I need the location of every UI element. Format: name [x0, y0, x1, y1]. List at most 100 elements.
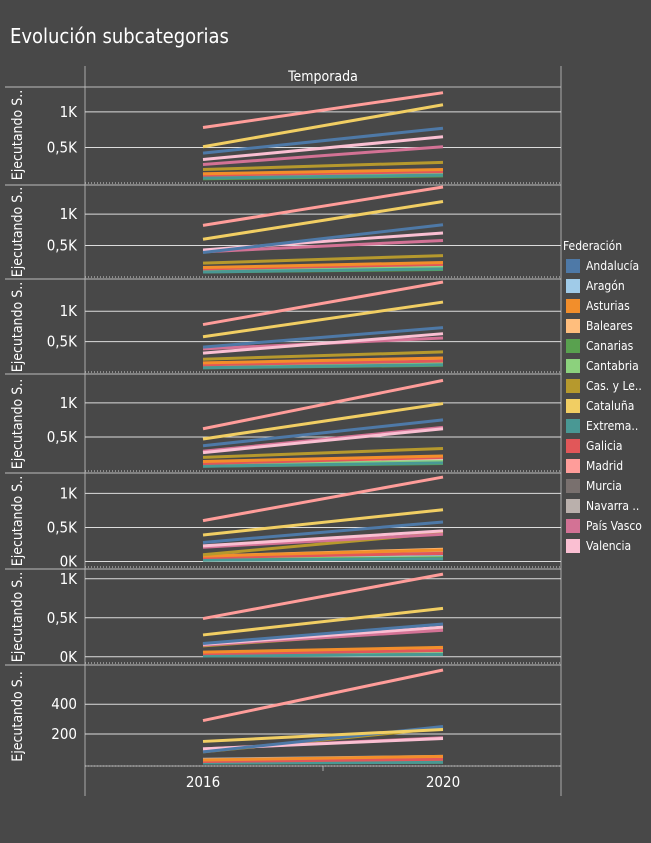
legend-label: Cantabria — [586, 359, 639, 373]
series-line — [202, 548, 444, 558]
legend-item[interactable]: Andalucía — [563, 256, 651, 276]
row-label: Ejecutando S.. — [10, 187, 26, 277]
series-line — [202, 572, 444, 621]
legend-item[interactable]: Canarias — [563, 336, 651, 356]
series-line — [202, 261, 444, 270]
series-line — [202, 185, 444, 227]
panel: 0,5K 1K Ejecutando S.. — [5, 378, 561, 474]
series-line — [202, 454, 444, 463]
panel: 0K 0,5K 1K Ejecutando S.. — [5, 475, 561, 571]
series-line — [202, 350, 444, 361]
series-line — [202, 532, 444, 549]
x-tick-label: 2016 — [186, 773, 220, 791]
y-tick-label: 0,5K — [47, 518, 78, 536]
series-line — [202, 649, 444, 656]
y-tick-label: 0,5K — [47, 428, 78, 446]
legend-label: Valencia — [586, 539, 632, 553]
series-line — [202, 280, 444, 327]
legend-label: Madrid — [586, 459, 624, 473]
series-line — [202, 145, 444, 167]
x-tick-label: 2020 — [426, 773, 460, 791]
legend-swatch — [566, 399, 580, 413]
y-tick-label: 0,5K — [47, 237, 78, 255]
y-tick-label: 0K — [60, 553, 79, 571]
series-line — [202, 91, 444, 130]
series-line — [202, 529, 444, 548]
legend-item[interactable]: Baleares — [563, 316, 651, 336]
panel: 0K 0,5K 1K Ejecutando S.. — [5, 570, 561, 666]
series-line — [202, 223, 444, 254]
series-line — [202, 557, 444, 562]
legend-label: Canarias — [586, 339, 634, 353]
legend-title: Federación — [563, 239, 623, 253]
legend-label: Aragón — [586, 279, 625, 293]
legend-item[interactable]: Extrema.. — [563, 416, 651, 436]
series-line — [202, 300, 444, 339]
legend-label: Navarra .. — [586, 499, 640, 513]
series-line — [202, 606, 444, 637]
legend-item[interactable]: Navarra .. — [563, 496, 651, 516]
legend-swatch — [566, 419, 580, 433]
legend-swatch — [566, 379, 580, 393]
series-line — [202, 238, 444, 254]
y-tick-label: 1K — [60, 484, 79, 502]
row-label: Ejecutando S.. — [10, 90, 26, 180]
legend-swatch — [566, 539, 580, 553]
legend-item[interactable]: Asturias — [563, 296, 651, 316]
series-line — [202, 170, 444, 177]
series-line — [202, 378, 444, 431]
series-line — [202, 135, 444, 162]
legend-item[interactable]: Cantabria — [563, 356, 651, 376]
panel: 0,5K 1K Ejecutando S.. — [5, 185, 561, 280]
legend-label: País Vasco — [586, 519, 642, 533]
legend-swatch — [566, 359, 580, 373]
row-label: Ejecutando S.. — [10, 572, 26, 662]
series-line — [202, 103, 444, 149]
legend-item[interactable]: Valencia — [563, 536, 651, 556]
y-tick-label: 1K — [60, 205, 79, 223]
legend-label: Cataluña — [586, 399, 635, 413]
series-line — [202, 760, 444, 765]
row-label: Ejecutando S.. — [10, 379, 26, 469]
legend-item[interactable]: País Vasco — [563, 516, 651, 536]
legend: Federación Andalucía Aragón Asturias Balear… — [563, 236, 651, 556]
legend-item[interactable]: Madrid — [563, 456, 651, 476]
y-tick-label: 0,5K — [47, 609, 78, 627]
series-line — [202, 475, 444, 523]
series-line — [202, 199, 444, 241]
series-line — [202, 520, 444, 544]
series-line — [202, 757, 444, 764]
legend-swatch — [566, 459, 580, 473]
legend-item[interactable]: Galicia — [563, 436, 651, 456]
legend-item[interactable]: Aragón — [563, 276, 651, 296]
y-tick-label: 200 — [51, 725, 77, 743]
row-label: Ejecutando S.. — [10, 476, 26, 566]
legend-item[interactable]: Cataluña — [563, 396, 651, 416]
series-line — [202, 126, 444, 155]
series-line — [202, 359, 444, 367]
legend-item[interactable]: Cas. y Le.. — [563, 376, 651, 396]
series-line — [202, 447, 444, 459]
legend-label: Murcia — [586, 479, 622, 493]
y-tick-label: 1K — [60, 570, 79, 588]
y-tick-label: 1K — [60, 103, 79, 121]
series-line — [202, 728, 444, 743]
legend-swatch — [566, 519, 580, 533]
legend-swatch — [566, 299, 580, 313]
panel: 0,5K 1K Ejecutando S.. — [5, 280, 561, 375]
row-label: Ejecutando S.. — [10, 282, 26, 372]
series-line — [202, 652, 444, 658]
series-line — [202, 267, 444, 274]
legend-swatch — [566, 499, 580, 513]
legend-swatch — [566, 279, 580, 293]
y-tick-label: 0,5K — [47, 333, 78, 351]
legend-swatch — [566, 439, 580, 453]
legend-item[interactable]: Murcia — [563, 476, 651, 496]
series-line — [202, 754, 444, 762]
series-line — [202, 668, 444, 723]
panel: 200 400 Ejecutando S.. — [10, 668, 561, 767]
y-tick-label: 1K — [60, 302, 79, 320]
legend-label: Cas. y Le.. — [586, 379, 642, 393]
series-line — [202, 418, 444, 448]
